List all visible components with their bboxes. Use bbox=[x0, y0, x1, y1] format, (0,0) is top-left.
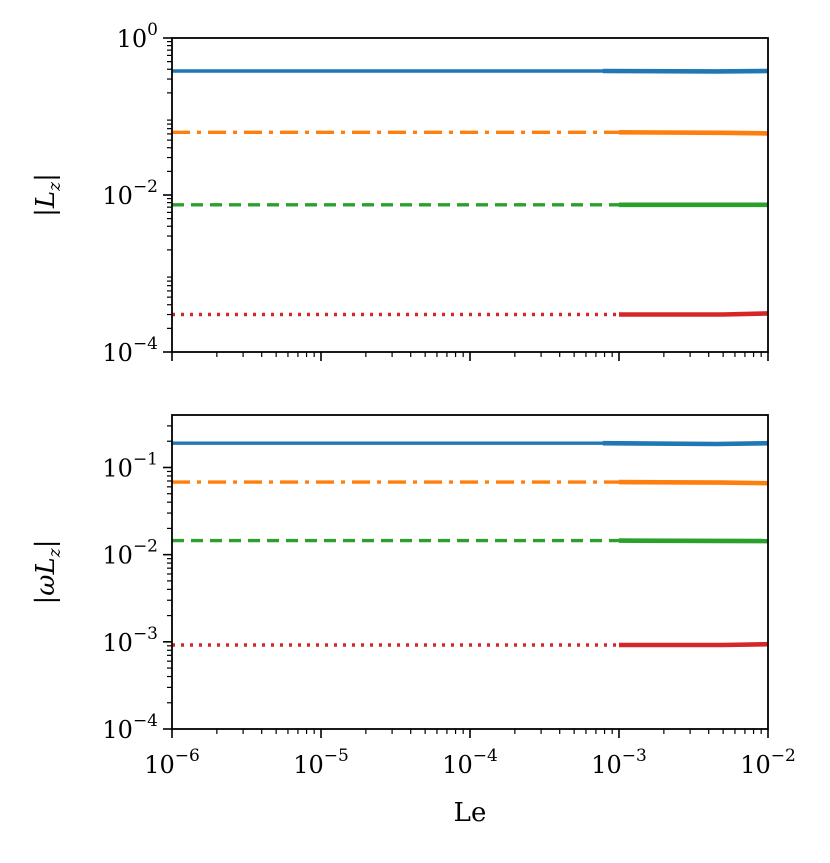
y-tick-label: 10−2 bbox=[102, 177, 158, 210]
y-label-symbol: ωL bbox=[31, 557, 61, 595]
plot-frame bbox=[172, 38, 768, 352]
y-tick-label: 10−2 bbox=[102, 537, 158, 570]
x-tick-label: 10−6 bbox=[144, 746, 200, 779]
y-tick-label: 10−4 bbox=[102, 334, 158, 367]
y-label-close: | bbox=[31, 540, 61, 549]
x-tick-label-base: 10 bbox=[740, 751, 771, 779]
y-tick-label-base: 10 bbox=[102, 716, 133, 744]
y-label-open: | bbox=[31, 208, 61, 217]
x-tick-label: 10−3 bbox=[591, 746, 647, 779]
y-tick-label-base: 10 bbox=[102, 542, 133, 570]
series-sampled-dashdot bbox=[619, 132, 768, 133]
y-tick-label: 10−4 bbox=[102, 711, 158, 744]
y-tick-label: 100 bbox=[117, 20, 158, 53]
y-tick-label-exp: −2 bbox=[133, 177, 158, 197]
y-tick-label-exp: −2 bbox=[133, 537, 158, 557]
x-axis-label: Le bbox=[454, 798, 487, 828]
series-sampled-dashdot bbox=[619, 482, 768, 483]
y-axis-label: |ωLz| bbox=[31, 540, 65, 605]
y-tick-label-base: 10 bbox=[102, 454, 133, 482]
series-sampled-dashed bbox=[619, 541, 768, 542]
y-label-open: | bbox=[31, 596, 61, 605]
x-tick-label-base: 10 bbox=[293, 751, 324, 779]
y-tick-label-exp: −4 bbox=[133, 711, 158, 731]
x-tick-label-exp: −3 bbox=[622, 746, 647, 766]
y-tick-label-exp: −4 bbox=[133, 334, 158, 354]
y-tick-label-base: 10 bbox=[117, 25, 148, 53]
x-tick-label-exp: −4 bbox=[473, 746, 498, 766]
y-tick-label-base: 10 bbox=[102, 629, 133, 657]
series-sampled-dotted bbox=[619, 313, 768, 314]
y-tick-label-base: 10 bbox=[102, 182, 133, 210]
y-tick-label-base: 10 bbox=[102, 339, 133, 367]
y-label-close: | bbox=[31, 173, 61, 182]
y-tick-label-exp: −1 bbox=[133, 449, 158, 469]
x-tick-label-base: 10 bbox=[144, 751, 175, 779]
y-tick-label: 10−1 bbox=[102, 449, 158, 482]
x-tick-label-exp: −2 bbox=[771, 746, 796, 766]
x-tick-label: 10−2 bbox=[740, 746, 796, 779]
y-label-symbol: L bbox=[31, 191, 61, 209]
y-tick-label-exp: −3 bbox=[133, 624, 158, 644]
x-tick-label-base: 10 bbox=[591, 751, 622, 779]
series-sampled-dotted bbox=[619, 644, 768, 645]
y-tick-label: 10−3 bbox=[102, 624, 158, 657]
x-tick-label-base: 10 bbox=[442, 751, 473, 779]
x-tick-label: 10−5 bbox=[293, 746, 349, 779]
x-tick-label: 10−4 bbox=[442, 746, 498, 779]
plot-frame bbox=[172, 415, 768, 729]
y-axis-label: |Lz| bbox=[31, 173, 65, 217]
x-tick-label-exp: −6 bbox=[175, 746, 200, 766]
x-tick-label-exp: −5 bbox=[324, 746, 349, 766]
series-sampled-solid bbox=[603, 443, 768, 444]
y-tick-label-exp: 0 bbox=[147, 20, 158, 40]
